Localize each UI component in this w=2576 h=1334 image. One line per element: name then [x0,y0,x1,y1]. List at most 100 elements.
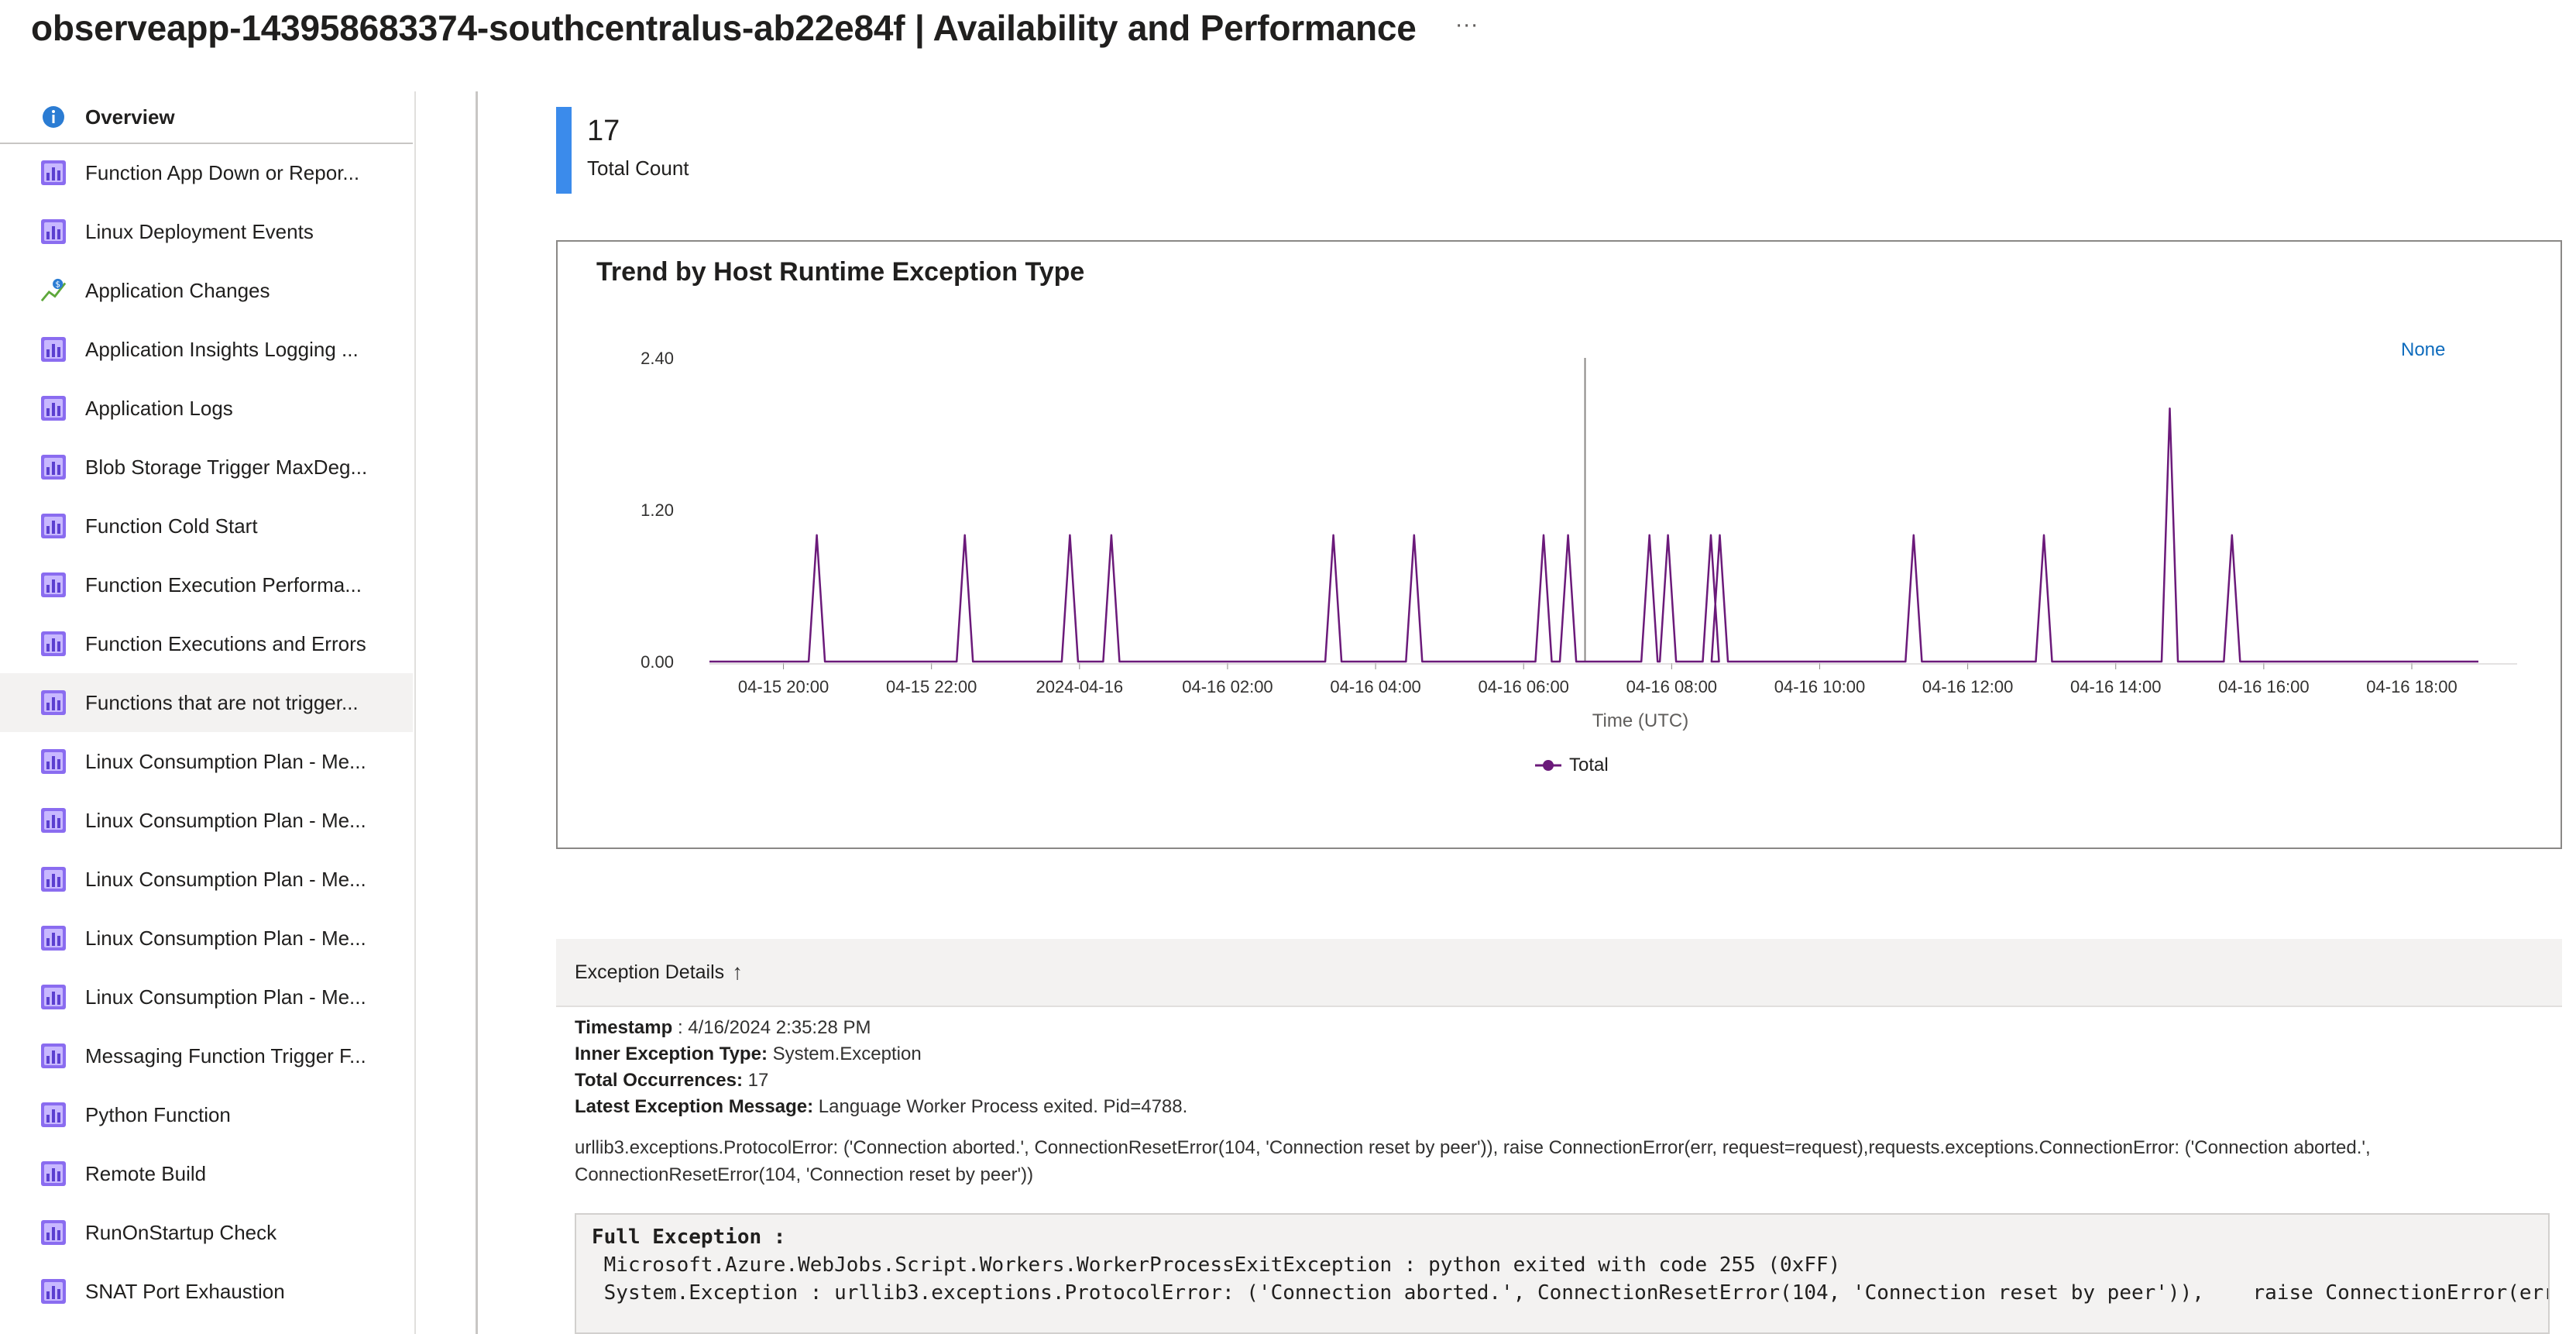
kpi-accent-bar [556,107,572,194]
sidebar-item-2[interactable]: Linux Deployment Events [0,202,413,261]
x-tick-label: 04-16 16:00 [2218,677,2309,696]
workbook-icon [40,984,67,1010]
sidebar-item-4[interactable]: Application Insights Logging ... [0,320,413,379]
workbook-icon [40,807,67,834]
sidebar-item-10[interactable]: Functions that are not trigger... [0,673,413,732]
sidebar-item-label: Application Logs [85,396,233,420]
series-line-total [709,407,2478,663]
x-tick-label: 2024-04-16 [1036,677,1124,696]
sort-ascending-icon[interactable]: ↑ [732,960,744,984]
sidebar-item-7[interactable]: Function Cold Start [0,497,413,555]
sidebar-item-19[interactable]: RunOnStartup Check [0,1203,413,1262]
x-tick-label: 04-15 20:00 [738,677,829,696]
x-axis-label: Time (UTC) [1592,710,1688,731]
trend-chart[interactable]: 0.00 1.20 2.40 04-15 20:00 04-15 22:00 2024-0… [558,242,2561,848]
timestamp-line: Timestamp : 4/16/2024 2:35:28 PM [575,1017,871,1039]
sidebar-item-label: Linux Consumption Plan - Me... [85,749,366,773]
exception-details-header[interactable]: Exception Details ↑ [556,939,2562,1007]
sidebar-item-label: Function Cold Start [85,514,258,538]
kpi-total-count-value: 17 [587,115,620,147]
sidebar: Overview Function App Down or Repor... Lin… [0,91,416,1334]
sidebar-item-label: Function Executions and Errors [85,631,366,655]
x-tick-label: 04-16 08:00 [1626,677,1717,696]
change-analysis-icon: $ [40,277,67,304]
sidebar-item-label: Linux Consumption Plan - Me... [85,926,366,950]
sidebar-item-16[interactable]: Messaging Function Trigger F... [0,1026,413,1085]
chart-card: Trend by Host Runtime Exception Type 0.0… [556,240,2562,849]
inner-exception-value: System.Exception [767,1043,922,1064]
kpi-total-count-label: Total Count [587,156,689,180]
vertical-divider [476,91,478,1334]
occurrences-value: 17 [742,1070,769,1091]
x-tick-label: 04-16 12:00 [1922,677,2013,696]
occurrences-label: Total Occurrences: [575,1070,743,1091]
sidebar-item-label: Remote Build [85,1161,207,1185]
sidebar-item-6[interactable]: Blob Storage Trigger MaxDeg... [0,438,413,497]
workbook-icon [40,631,67,657]
workbook-icon [40,925,67,951]
workbook-icon [40,1278,67,1305]
workbook-icon [40,689,67,716]
more-options-icon[interactable]: ··· [1455,12,1479,37]
workbook-icon [40,218,67,245]
sidebar-item-overview[interactable]: Overview [0,91,413,144]
sidebar-item-15[interactable]: Linux Consumption Plan - Me... [0,968,413,1026]
x-tick-label: 04-16 06:00 [1478,677,1568,696]
info-icon [40,104,67,130]
none-filter-link[interactable]: None [2401,339,2446,360]
full-exception-label: Full Exception : [592,1226,786,1249]
workbook-icon [40,513,67,539]
workbook-icon [40,1102,67,1128]
sidebar-item-12[interactable]: Linux Consumption Plan - Me... [0,791,413,850]
x-tick-label: 04-16 18:00 [2366,677,2457,696]
sidebar-item-label: Linux Deployment Events [85,219,314,243]
y-tick-label: 0.00 [641,652,674,672]
workbook-icon [40,454,67,480]
sidebar-item-label: Application Insights Logging ... [85,337,359,361]
sidebar-item-3[interactable]: $ Application Changes [0,261,413,320]
sidebar-item-18[interactable]: Remote Build [0,1144,413,1203]
exception-details-title: Exception Details [575,961,725,983]
workbook-icon [40,748,67,775]
sidebar-item-label: Linux Consumption Plan - Me... [85,867,366,891]
sidebar-item-label: Application Changes [85,278,270,302]
timestamp-label: Timestamp [575,1017,673,1038]
y-tick-label: 1.20 [641,500,674,520]
latest-message-line: Latest Exception Message: Language Worke… [575,1096,1187,1118]
workbook-icon [40,866,67,892]
svg-text:$: $ [55,280,60,289]
workbook-icon [40,160,67,186]
sidebar-item-label: Linux Consumption Plan - Me... [85,985,366,1009]
legend-label-total: Total [1569,755,1609,775]
sidebar-item-label: SNAT Port Exhaustion [85,1279,285,1303]
full-exception-line-1: Microsoft.Azure.WebJobs.Script.Workers.W… [592,1253,1841,1277]
workbook-icon [40,1219,67,1246]
chart-legend[interactable]: Total [1535,755,1609,776]
timestamp-value: : 4/16/2024 2:35:28 PM [672,1017,871,1038]
x-tick-label: 04-16 02:00 [1182,677,1273,696]
exception-message-body: urllib3.exceptions.ProtocolError: ('Conn… [575,1137,2371,1185]
sidebar-item-13[interactable]: Linux Consumption Plan - Me... [0,850,413,909]
chart-title: Trend by Host Runtime Exception Type [596,257,1085,287]
title-bar: observeapp-143958683374-southcentralus-a… [31,5,1479,51]
sidebar-item-5[interactable]: Application Logs [0,379,413,438]
sidebar-item-label: Messaging Function Trigger F... [85,1043,366,1068]
sidebar-item-9[interactable]: Function Executions and Errors [0,614,413,673]
sidebar-item-label: Python Function [85,1102,231,1126]
page-title: observeapp-143958683374-southcentralus-a… [31,8,1417,48]
x-tick-label: 04-16 04:00 [1330,677,1420,696]
inner-exception-label: Inner Exception Type: [575,1043,768,1064]
sidebar-item-17[interactable]: Python Function [0,1085,413,1144]
sidebar-item-14[interactable]: Linux Consumption Plan - Me... [0,909,413,968]
workbook-icon [40,572,67,598]
latest-message-label: Latest Exception Message: [575,1096,814,1117]
workbook-icon [40,1043,67,1069]
sidebar-item-20[interactable]: SNAT Port Exhaustion [0,1262,413,1321]
occurrences-line: Total Occurrences: 17 [575,1070,768,1092]
sidebar-item-1[interactable]: Function App Down or Repor... [0,143,413,202]
sidebar-item-11[interactable]: Linux Consumption Plan - Me... [0,732,413,791]
sidebar-item-8[interactable]: Function Execution Performa... [0,555,413,614]
sidebar-item-label: Linux Consumption Plan - Me... [85,808,366,832]
workbook-icon [40,336,67,363]
x-tick-label: 04-15 22:00 [886,677,977,696]
